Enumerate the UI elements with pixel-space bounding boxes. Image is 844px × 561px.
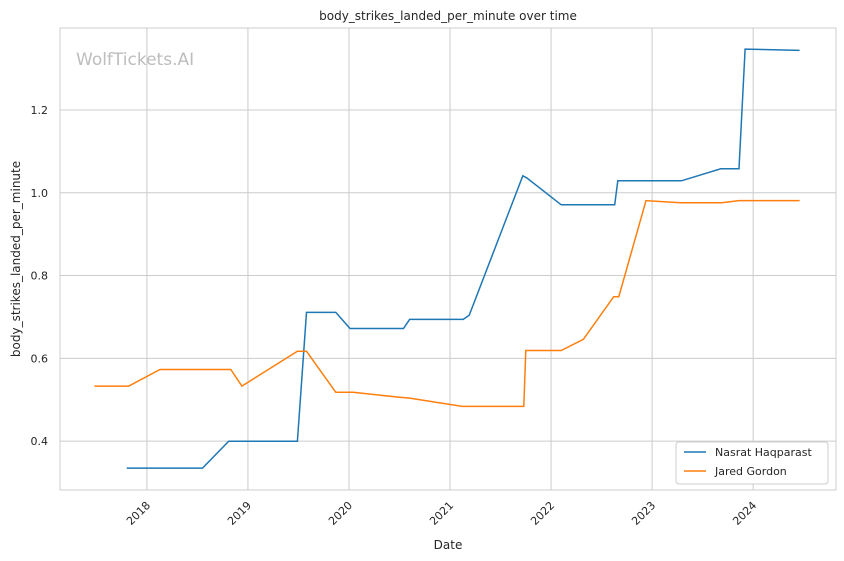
plot-area bbox=[59, 27, 837, 491]
legend-box bbox=[675, 441, 829, 485]
watermark: WolfTickets.AI bbox=[76, 50, 194, 70]
x-tick-label: 2024 bbox=[730, 499, 759, 528]
legend-label-nasrat: Nasrat Haqparast bbox=[715, 446, 812, 459]
grid bbox=[60, 28, 836, 490]
legend: Nasrat Haqparast Jared Gordon bbox=[675, 441, 829, 485]
y-tick-label: 0.4 bbox=[31, 435, 49, 448]
x-tick-label: 2018 bbox=[124, 499, 153, 528]
y-axis-label: body_strikes_landed_per_minute bbox=[9, 161, 23, 357]
y-tick-label: 1.0 bbox=[31, 187, 49, 200]
x-tick-label: 2023 bbox=[629, 499, 658, 528]
x-tick-label: 2019 bbox=[225, 499, 254, 528]
legend-label-jared: Jared Gordon bbox=[714, 465, 787, 478]
x-tick-label: 2020 bbox=[326, 499, 355, 528]
x-axis-label: Date bbox=[434, 538, 463, 552]
chart-title: body_strikes_landed_per_minute over time bbox=[319, 9, 577, 23]
series-line-jared-gordon bbox=[94, 199, 800, 408]
series-group bbox=[94, 48, 800, 469]
series-line-nasrat-haqparast bbox=[126, 48, 800, 469]
y-tick-label: 0.8 bbox=[31, 270, 49, 283]
x-tick-label: 2021 bbox=[427, 499, 456, 528]
y-tick-label: 1.2 bbox=[31, 104, 49, 117]
y-tick-label: 0.6 bbox=[31, 352, 49, 365]
x-tick-label: 2022 bbox=[528, 499, 557, 528]
